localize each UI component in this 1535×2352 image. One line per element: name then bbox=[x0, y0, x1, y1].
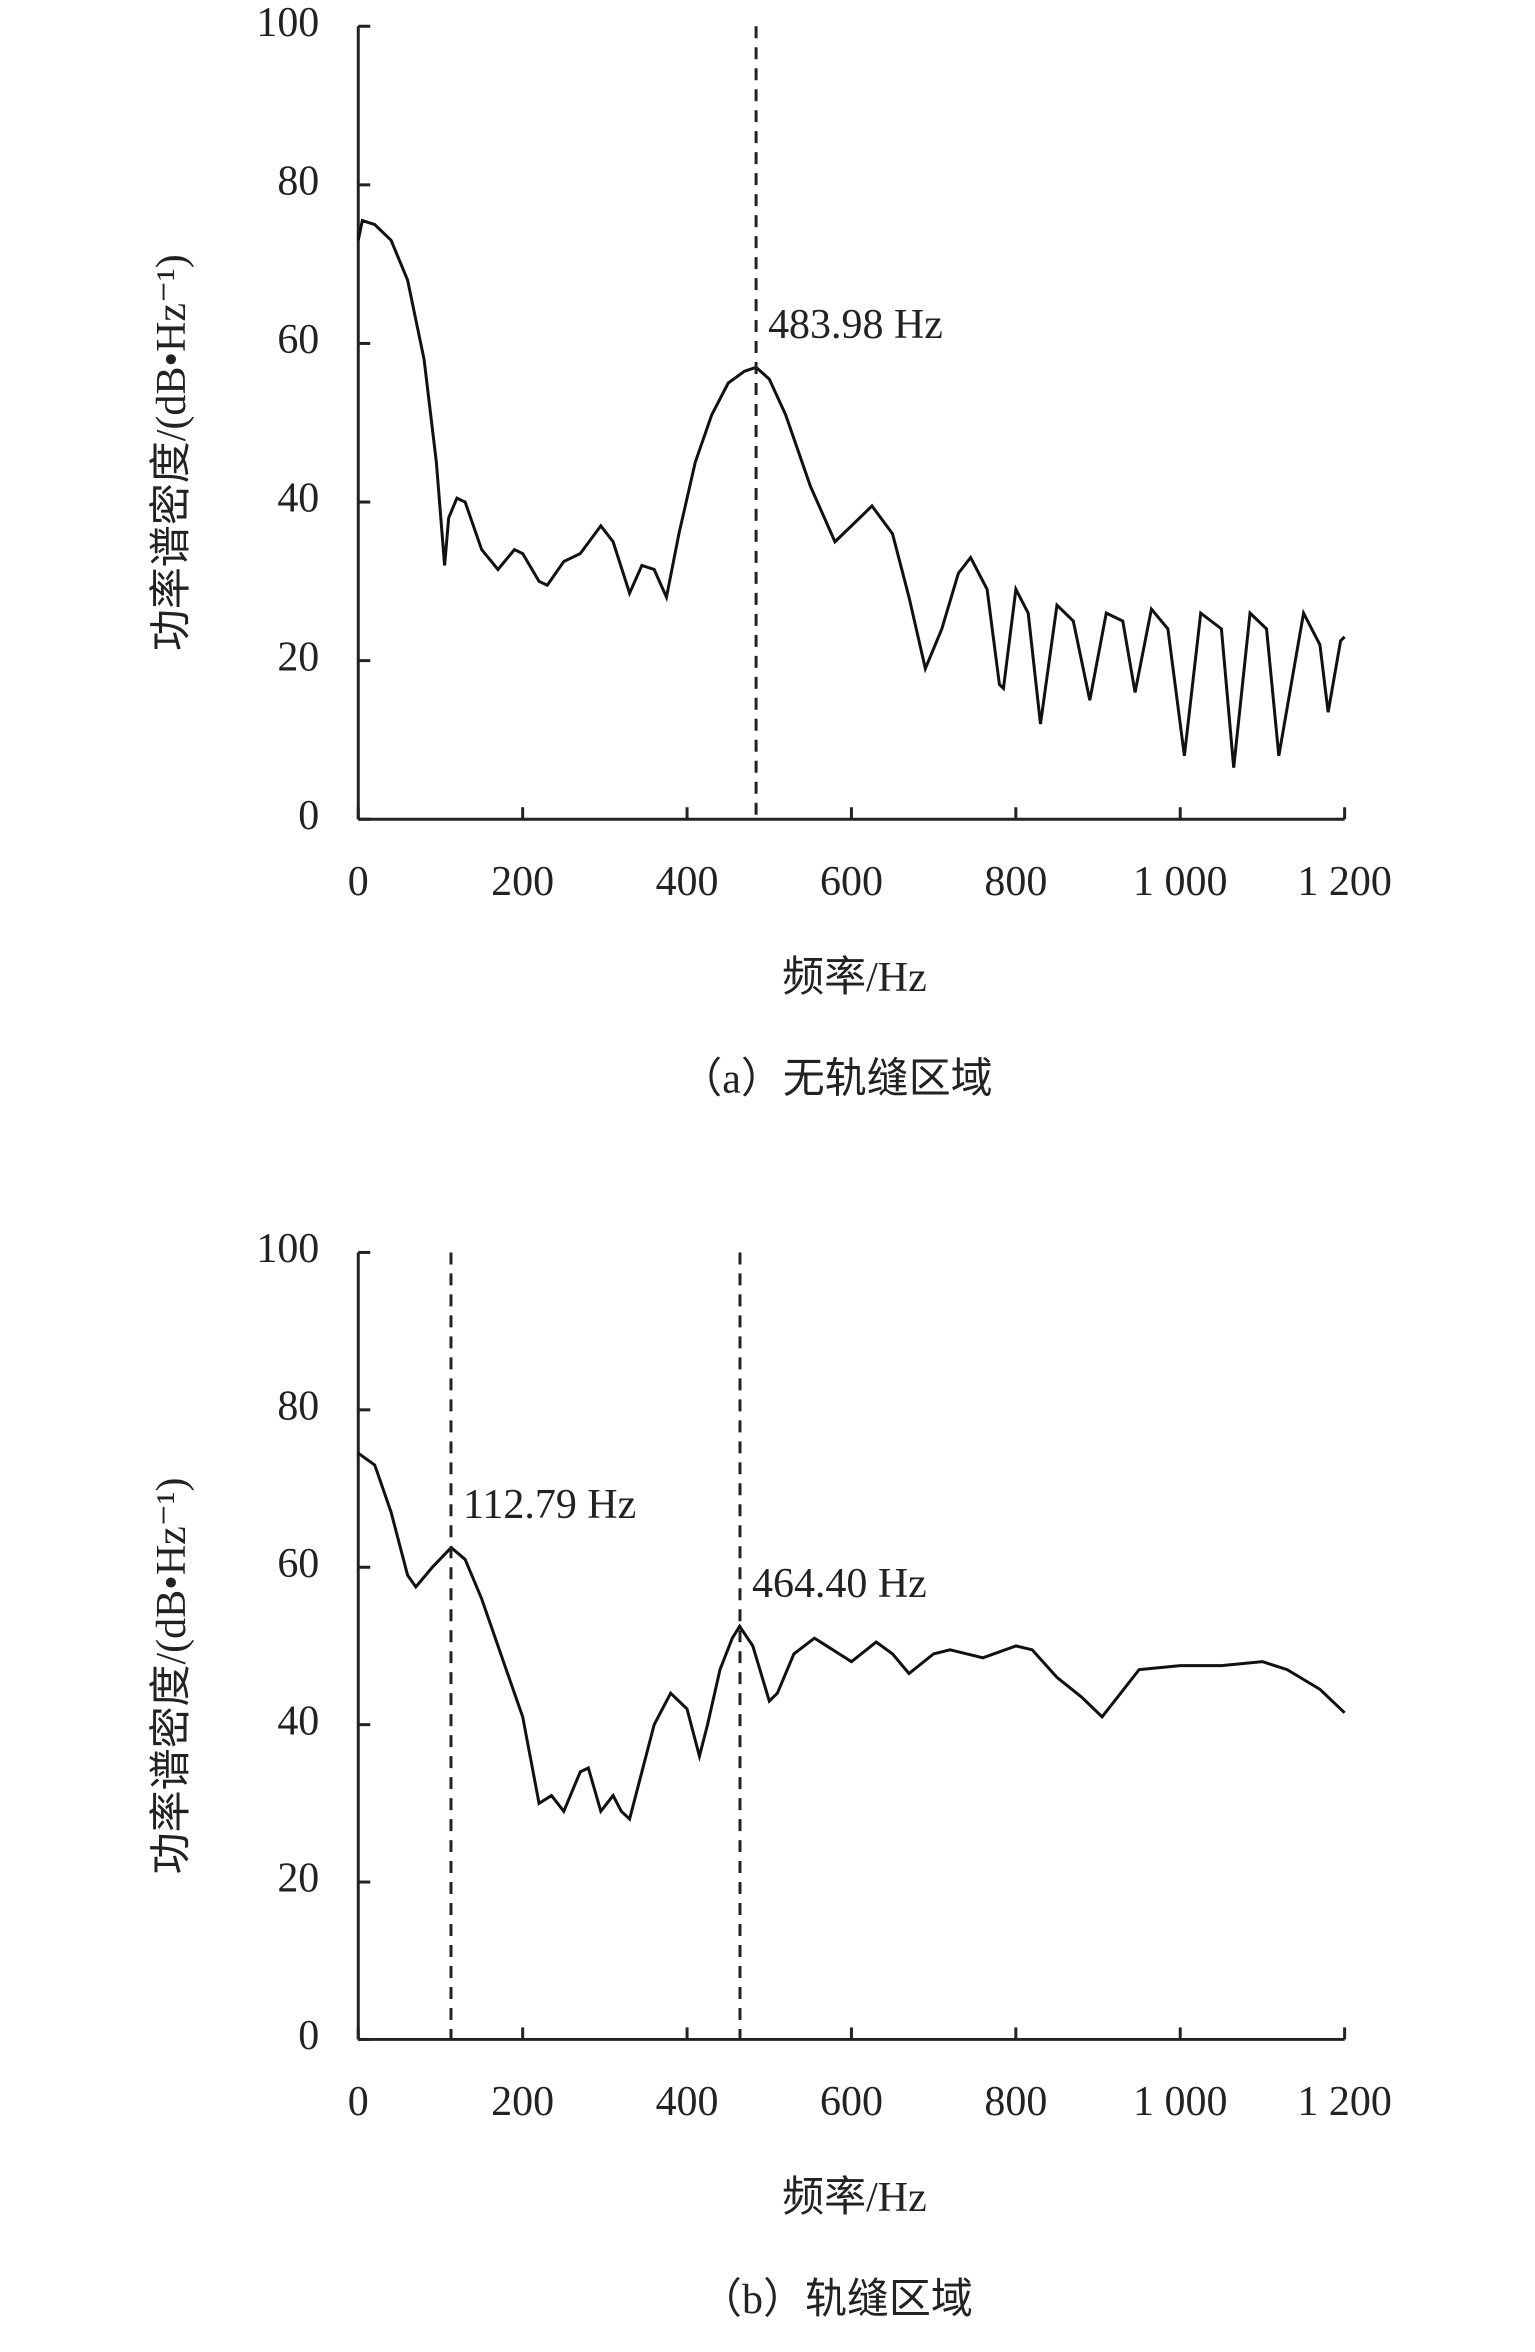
y-tick-label: 40 bbox=[277, 1698, 319, 1744]
y-tick-label: 0 bbox=[298, 793, 319, 839]
y-tick-label: 20 bbox=[277, 1856, 319, 1902]
x-tick-label: 400 bbox=[656, 859, 719, 905]
y-axis-title: 功率谱密度/(dB•Hz⁻¹) bbox=[148, 1478, 195, 1875]
x-tick-label: 600 bbox=[820, 2079, 883, 2125]
x-tick-label: 800 bbox=[984, 2079, 1047, 2125]
x-tick-label: 1 200 bbox=[1297, 859, 1391, 905]
y-tick-label: 100 bbox=[256, 1226, 319, 1272]
y-axis-title: 功率谱密度/(dB•Hz⁻¹) bbox=[148, 254, 195, 651]
y-tick-label: 40 bbox=[277, 476, 319, 522]
y-tick-label: 0 bbox=[298, 2013, 319, 2059]
y-tick-label: 80 bbox=[277, 158, 319, 204]
peak-label: 112.79 Hz bbox=[463, 1482, 636, 1528]
x-tick-label: 800 bbox=[984, 859, 1047, 905]
y-tick-label: 20 bbox=[277, 634, 319, 680]
peak-label: 464.40 Hz bbox=[752, 1561, 927, 1607]
x-tick-label: 0 bbox=[348, 859, 369, 905]
x-axis-title: 频率/Hz bbox=[782, 2174, 927, 2221]
psd-line bbox=[357, 1451, 1346, 1822]
psd-line bbox=[356, 218, 1346, 768]
x-tick-label: 200 bbox=[491, 2079, 554, 2125]
x-tick-label: 1 200 bbox=[1297, 2079, 1391, 2125]
x-tick-label: 400 bbox=[656, 2079, 719, 2125]
x-tick-label: 1 000 bbox=[1133, 2079, 1227, 2125]
caption: （b）轨缝区域 bbox=[700, 2277, 973, 2323]
y-tick-label: 60 bbox=[277, 1541, 319, 1587]
y-tick-label: 60 bbox=[277, 317, 319, 363]
x-tick-label: 200 bbox=[491, 859, 554, 905]
x-tick-label: 600 bbox=[820, 859, 883, 905]
x-tick-label: 0 bbox=[348, 2079, 369, 2125]
caption: （a）无轨缝区域 bbox=[680, 1057, 992, 1103]
y-tick-label: 100 bbox=[256, 0, 319, 46]
x-axis-title: 频率/Hz bbox=[782, 954, 927, 1001]
y-tick-label: 80 bbox=[277, 1383, 319, 1429]
peak-label: 483.98 Hz bbox=[768, 302, 943, 348]
x-tick-label: 1 000 bbox=[1133, 859, 1227, 905]
